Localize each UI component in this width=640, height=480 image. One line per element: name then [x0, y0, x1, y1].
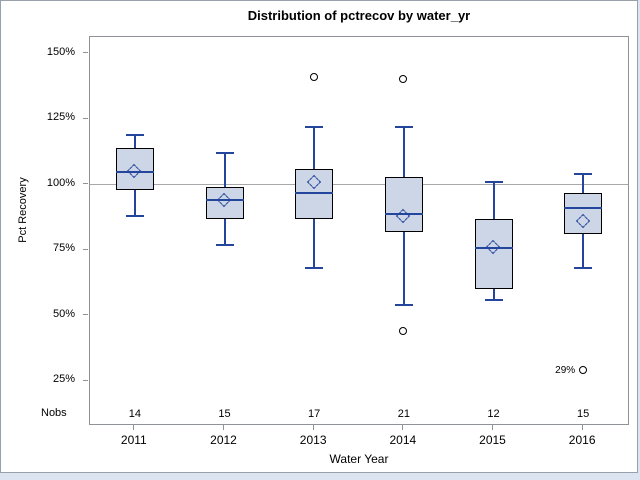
outlier-point — [578, 366, 587, 375]
nobs-value: 14 — [128, 408, 141, 420]
y-axis-title: Pct Recovery — [17, 177, 29, 243]
y-tick-mark — [83, 117, 88, 119]
whisker-cap-high — [125, 133, 144, 136]
nobs-value: 15 — [577, 408, 590, 420]
x-tick-label: 2012 — [210, 433, 237, 447]
reference-line-100pct — [90, 184, 628, 186]
y-tick-label: 25% — [52, 373, 75, 386]
x-tick-label: 2016 — [568, 433, 596, 447]
y-tick-label: 125% — [46, 111, 75, 124]
chart-title: Distribution of pctrecov by water_yr — [247, 8, 471, 23]
whisker-cap-low — [574, 267, 593, 270]
whisker-cap-low — [484, 298, 503, 301]
x-tick-label: 2013 — [299, 433, 327, 447]
box-iqr — [115, 148, 154, 190]
x-tick-mark — [223, 425, 224, 430]
x-tick-mark — [312, 425, 314, 430]
x-tick-mark — [492, 425, 493, 430]
outlier-point — [399, 75, 408, 84]
whisker-cap-high — [215, 152, 234, 155]
median-line — [564, 207, 603, 210]
outlier-value-label: 29% — [555, 364, 576, 376]
box-iqr — [474, 218, 513, 290]
nobs-value: 15 — [218, 408, 231, 420]
box-iqr — [564, 192, 603, 235]
y-tick-mark — [83, 52, 88, 54]
outlier-point — [309, 72, 318, 81]
whisker-cap-high — [484, 181, 503, 184]
x-tick-mark — [133, 425, 135, 430]
y-axis: 150% 125% 100% 75% 50% 25% — [1, 36, 89, 425]
median-line — [474, 246, 513, 249]
median-line — [295, 191, 334, 194]
plot-frame: 14 15 17 21 12 29% 15 — [89, 36, 629, 425]
y-tick-mark — [83, 183, 88, 185]
y-tick-mark — [83, 379, 88, 381]
median-line — [115, 170, 154, 173]
plot-area: 14 15 17 21 12 29% 15 — [90, 37, 628, 424]
median-line — [384, 212, 423, 215]
x-tick-mark — [581, 425, 583, 430]
y-tick-label: 150% — [46, 45, 75, 58]
whisker-cap-high — [574, 173, 593, 176]
y-tick-label: 50% — [52, 307, 75, 320]
whisker-cap-low — [394, 304, 413, 307]
nobs-value: 12 — [487, 408, 500, 420]
whisker-cap-low — [125, 215, 144, 218]
y-tick-mark — [83, 314, 88, 316]
box-iqr — [205, 187, 244, 219]
nobs-value: 17 — [308, 408, 321, 420]
outlier-point — [399, 326, 408, 335]
x-tick-label: 2011 — [120, 433, 147, 447]
median-line — [205, 199, 244, 202]
x-tick-mark — [402, 425, 404, 430]
nobs-header: Nobs — [41, 407, 67, 419]
whisker-cap-low — [305, 267, 324, 270]
x-axis: 2011 2012 2013 2014 2015 2016 — [89, 425, 629, 455]
y-tick-label: 100% — [46, 176, 75, 189]
y-tick-mark — [83, 248, 88, 250]
box-iqr — [295, 168, 334, 219]
box-iqr — [384, 176, 423, 232]
y-tick-label: 75% — [52, 242, 75, 255]
results-viewer-gap — [0, 474, 640, 480]
x-tick-label: 2014 — [389, 433, 417, 447]
whisker-cap-high — [305, 126, 324, 129]
x-axis-title: Water Year — [329, 452, 389, 466]
x-tick-label: 2015 — [479, 433, 506, 447]
whisker-cap-high — [394, 126, 413, 129]
whisker-cap-low — [215, 243, 234, 246]
nobs-value: 21 — [397, 408, 410, 420]
